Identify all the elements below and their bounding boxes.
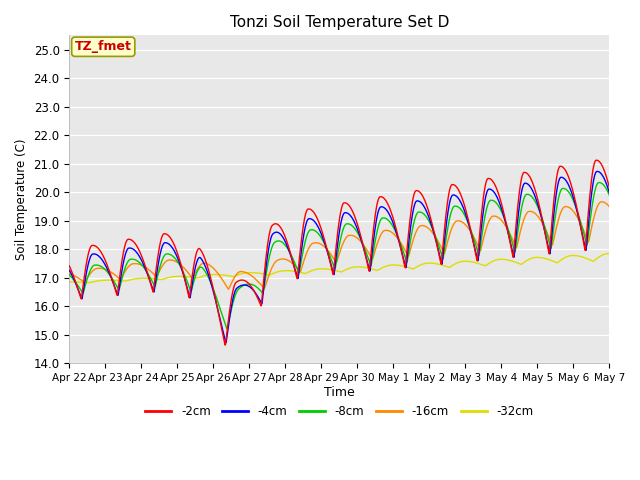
Title: Tonzi Soil Temperature Set D: Tonzi Soil Temperature Set D xyxy=(230,15,449,30)
-8cm xyxy=(595,180,603,185)
-2cm xyxy=(593,157,600,163)
X-axis label: Time: Time xyxy=(324,386,355,399)
-16cm xyxy=(558,207,566,213)
-8cm xyxy=(511,248,519,254)
-2cm xyxy=(422,202,430,207)
-32cm xyxy=(185,274,193,280)
-4cm xyxy=(278,233,285,239)
-32cm xyxy=(605,251,613,256)
-32cm xyxy=(558,257,566,263)
Line: -16cm: -16cm xyxy=(69,202,609,289)
-2cm xyxy=(511,231,519,237)
-8cm xyxy=(291,260,299,266)
-32cm xyxy=(511,259,519,265)
Line: -32cm: -32cm xyxy=(69,253,609,283)
-2cm xyxy=(558,164,566,169)
-8cm xyxy=(422,214,430,220)
Line: -2cm: -2cm xyxy=(69,160,609,345)
Line: -4cm: -4cm xyxy=(69,171,609,343)
-4cm xyxy=(593,168,601,174)
-32cm xyxy=(85,280,93,286)
-8cm xyxy=(223,326,231,332)
-8cm xyxy=(558,186,566,192)
-2cm xyxy=(291,266,299,272)
-2cm xyxy=(278,226,285,232)
-4cm xyxy=(422,208,430,214)
-32cm xyxy=(605,251,613,256)
-32cm xyxy=(65,279,73,285)
Line: -8cm: -8cm xyxy=(69,182,609,329)
-16cm xyxy=(598,199,605,204)
-16cm xyxy=(511,242,519,248)
-2cm xyxy=(221,342,229,348)
-4cm xyxy=(605,190,613,196)
-16cm xyxy=(185,271,193,276)
-16cm xyxy=(291,263,299,268)
-4cm xyxy=(222,340,230,346)
Legend: -2cm, -4cm, -8cm, -16cm, -32cm: -2cm, -4cm, -8cm, -16cm, -32cm xyxy=(141,401,538,423)
-2cm xyxy=(65,263,73,269)
-4cm xyxy=(65,267,73,273)
-32cm xyxy=(422,260,430,266)
-4cm xyxy=(291,265,299,271)
-32cm xyxy=(278,268,285,274)
Y-axis label: Soil Temperature (C): Soil Temperature (C) xyxy=(15,139,28,260)
-16cm xyxy=(65,271,73,276)
-8cm xyxy=(65,272,73,278)
-4cm xyxy=(185,290,193,296)
-8cm xyxy=(605,192,613,198)
-4cm xyxy=(558,174,566,180)
-16cm xyxy=(278,256,285,262)
-16cm xyxy=(605,204,613,210)
-16cm xyxy=(225,287,232,292)
-4cm xyxy=(511,242,519,248)
-2cm xyxy=(605,185,613,191)
-8cm xyxy=(278,239,285,245)
-8cm xyxy=(185,283,193,288)
-2cm xyxy=(185,293,193,299)
Text: TZ_fmet: TZ_fmet xyxy=(75,40,132,53)
-32cm xyxy=(291,268,299,274)
-16cm xyxy=(422,224,430,230)
